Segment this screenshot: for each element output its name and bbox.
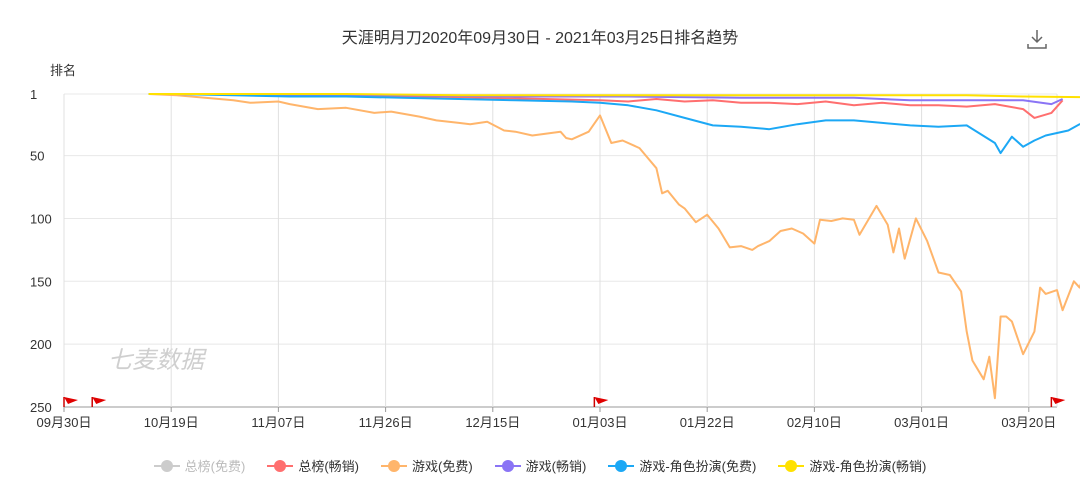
series-line — [148, 93, 1080, 99]
x-tick-label: 12月15日 — [465, 415, 520, 430]
y-tick-label: 150 — [30, 274, 52, 289]
y-tick-label: 50 — [30, 149, 44, 164]
legend-item[interactable]: 游戏-角色扮演(免费) — [608, 456, 756, 475]
legend-item[interactable]: 游戏(免费) — [381, 456, 473, 475]
legend-swatch — [778, 459, 805, 472]
watermark-text: 七麦数据 — [108, 347, 207, 374]
legend-label: 总榜(免费) — [184, 459, 246, 474]
y-axis-label: 排名 — [50, 63, 77, 78]
y-tick-label: 200 — [30, 337, 52, 352]
legend-swatch — [153, 459, 180, 472]
x-tick-label: 02月10日 — [787, 415, 842, 430]
series-line — [148, 93, 1064, 119]
legend-swatch — [267, 459, 294, 472]
x-tick-label: 11月26日 — [359, 415, 413, 430]
legend-label: 游戏(畅销) — [525, 459, 587, 474]
download-icon[interactable] — [1026, 28, 1048, 50]
legend-label: 游戏-角色扮演(免费) — [639, 459, 757, 474]
x-tick-label: 01月03日 — [573, 415, 628, 430]
series-line — [148, 93, 1080, 400]
flag-marker — [594, 397, 609, 404]
x-tick-label: 11月07日 — [251, 415, 305, 430]
x-tick-label: 03月20日 — [1001, 415, 1056, 430]
legend-item[interactable]: 总榜(免费) — [153, 456, 246, 475]
x-tick-label: 03月01日 — [894, 415, 949, 430]
legend-swatch — [381, 459, 407, 472]
x-tick-label: 10月19日 — [144, 415, 199, 430]
legend-label: 总榜(畅销) — [298, 459, 359, 474]
x-tick-label: 01月22日 — [680, 415, 735, 430]
series-line — [148, 93, 1080, 155]
legend-swatch — [608, 459, 635, 472]
series-line — [148, 93, 1064, 106]
legend-label: 游戏(免费) — [412, 459, 473, 474]
legend-label: 游戏-角色扮演(畅销) — [809, 459, 927, 474]
x-tick-label: 09月30日 — [37, 415, 92, 430]
y-tick-label: 100 — [30, 211, 52, 226]
chart-title: 天涯明月刀2020年09月30日 - 2021年03月25日排名趋势 — [341, 30, 739, 47]
flag-marker — [1051, 397, 1066, 404]
legend-item[interactable]: 游戏(畅销) — [494, 456, 587, 475]
flag-marker — [92, 397, 107, 404]
legend: 总榜(免费) 总榜(畅销) 游戏(免费) 游戏(畅销) 游戏-角色扮演(免费) 游戏-角色… — [0, 456, 1080, 475]
legend-item[interactable]: 游戏-角色扮演(畅销) — [778, 456, 926, 475]
y-tick-label: 250 — [30, 400, 52, 415]
legend-item[interactable]: 总榜(畅销) — [267, 456, 359, 475]
y-tick-label: 1 — [30, 87, 37, 102]
flag-marker — [64, 397, 78, 404]
legend-swatch — [494, 459, 521, 472]
